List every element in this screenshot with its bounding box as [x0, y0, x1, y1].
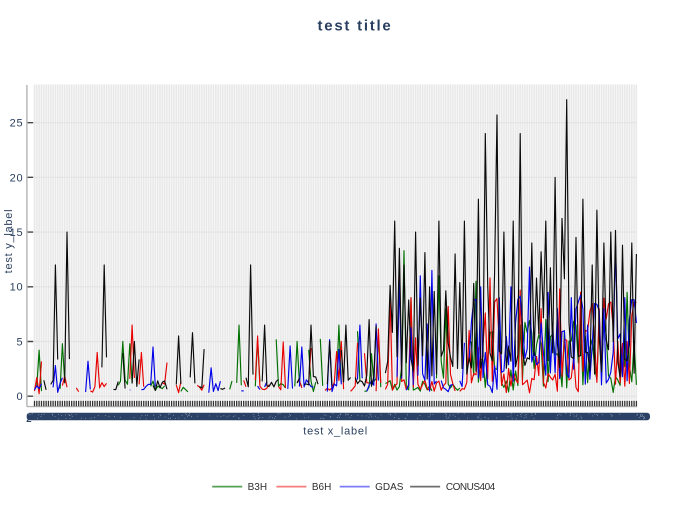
- svg-text:test x_label: test x_label: [303, 426, 368, 438]
- svg-text:15: 15: [10, 227, 24, 239]
- svg-text:25: 25: [10, 118, 24, 130]
- svg-text:5: 5: [17, 336, 24, 348]
- svg-text:CONUS404: CONUS404: [446, 482, 496, 493]
- svg-text:test y_label: test y_label: [3, 209, 15, 274]
- svg-text:10: 10: [10, 282, 24, 294]
- svg-text:test title: test title: [317, 18, 392, 35]
- svg-text:2: 2: [26, 414, 31, 425]
- svg-text:GDAS: GDAS: [375, 482, 404, 493]
- svg-text:º›: º›: [640, 413, 646, 422]
- svg-text:B3H: B3H: [248, 482, 267, 493]
- svg-text:B6H: B6H: [312, 482, 331, 493]
- svg-text:0: 0: [17, 391, 24, 403]
- svg-text:20: 20: [10, 172, 24, 184]
